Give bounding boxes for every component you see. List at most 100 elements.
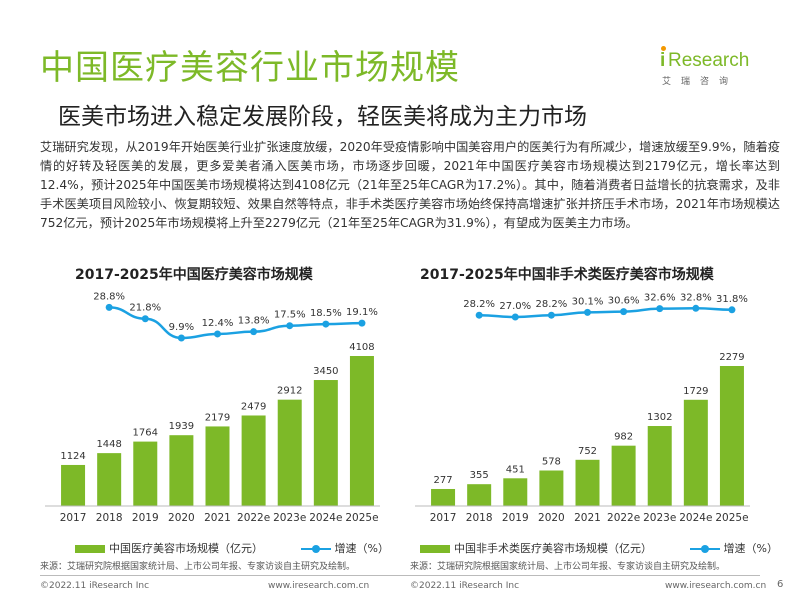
chart1-bar-value-2023e: 2912: [277, 386, 302, 397]
chart2-growth-point-2025e: [728, 306, 736, 314]
chart2-growth-point-2019: [511, 313, 519, 321]
chart1-source: 来源：艾瑞研究院根据国家统计局、上市公司年报、专家访谈自主研究及绘制。: [40, 562, 356, 572]
chart1-category-label-2023e: 2023e: [273, 512, 306, 524]
chart1-growth-point-2022e: [250, 328, 258, 336]
chart1-growth-point-2021: [214, 330, 221, 338]
chart2-bar-2025e: [719, 366, 744, 506]
chart1-category-label-2018: 2018: [96, 512, 123, 524]
chart1-growth-label-2020: 9.9%: [169, 322, 194, 333]
chart2-legend: 中国非手术类医疗美容市场规模（亿元） 增速（%）: [420, 540, 778, 556]
page-subtitle: 医美市场进入稳定发展阶段，轻医美将成为主力市场: [58, 104, 587, 130]
chart2-bar-value-2022e: 982: [614, 432, 633, 443]
chart2-category-label-2024e: 2024e: [679, 512, 712, 524]
chart2-bar-2018: [467, 484, 492, 506]
chart2-bar-2024e: [683, 399, 708, 506]
chart2-category-label-2018: 2018: [466, 512, 493, 524]
chart1-bar-value-2021: 2179: [205, 412, 230, 423]
chart1-legend: 中国医疗美容市场规模（亿元） 增速（%）: [75, 540, 389, 556]
chart1-category-label-2021: 2021: [204, 512, 231, 524]
chart1-category-label-2017: 2017: [60, 512, 87, 524]
chart2-category-label-2021: 2021: [574, 512, 601, 524]
logo-dot-icon: [661, 46, 666, 51]
chart1-growth-label-2023e: 17.5%: [274, 310, 306, 321]
chart2-category-label-2017: 2017: [430, 512, 457, 524]
chart2-growth-label-2022e: 30.6%: [608, 296, 640, 307]
footer-right-url: www.iresearch.com.cn: [665, 581, 767, 591]
chart2-growth-label-2023e: 32.6%: [644, 293, 676, 304]
chart1-bar-2025e: [349, 356, 374, 506]
chart2-growth-label-2020: 28.2%: [535, 299, 567, 310]
legend-bar-swatch: [420, 545, 450, 553]
chart1-bar-2021: [205, 426, 230, 506]
chart2-growth-point-2021: [584, 308, 591, 316]
chart2-source: 来源：艾瑞研究院根据国家统计局、上市公司年报、专家访谈自主研究及绘制。: [410, 562, 726, 572]
chart1-growth-point-2018: [105, 303, 113, 311]
chart1-legend-line-label: 增速（%）: [334, 542, 389, 555]
chart2-title: 2017-2025年中国非手术类医疗美容市场规模: [420, 267, 714, 283]
footer-left-copyright: ©2022.11 iResearch Inc: [40, 581, 150, 591]
chart1-growth-point-2019: [141, 315, 149, 323]
chart1-growth-point-2025e: [358, 319, 366, 327]
chart1-growth-label-2024e: 18.5%: [310, 308, 342, 319]
chart2-category-label-2023e: 2023e: [643, 512, 676, 524]
chart2-bar-2022e: [611, 445, 636, 506]
chart1-bar-2018: [97, 453, 122, 506]
legend-bar-swatch: [75, 545, 105, 553]
chart2-growth-point-2018: [475, 311, 483, 319]
footer-left-url: www.iresearch.com.cn: [268, 581, 370, 591]
chart2-growth-label-2018: 28.2%: [463, 299, 495, 310]
chart1-growth-label-2021: 12.4%: [202, 318, 234, 329]
chart2-bar-2017: [431, 488, 456, 506]
chart2-bar-2019: [503, 478, 528, 506]
chart1-growth-label-2022e: 13.8%: [238, 316, 270, 327]
chart2-growth-point-2024e: [692, 304, 700, 312]
chart1-growth-label-2025e: 19.1%: [346, 307, 378, 318]
chart1-bar-value-2019: 1764: [133, 428, 158, 439]
chart2-bar-value-2020: 578: [542, 456, 561, 467]
chart1-category-label-2019: 2019: [132, 512, 159, 524]
chart2-growth-label-2021: 30.1%: [572, 296, 604, 307]
chart2-category-label-2019: 2019: [502, 512, 529, 524]
footer-right-copyright: ©2022.11 iResearch Inc: [410, 581, 520, 591]
chart1-growth-point-2023e: [286, 322, 294, 330]
chart1-title: 2017-2025年中国医疗美容市场规模: [75, 267, 313, 283]
chart1-category-label-2024e: 2024e: [309, 512, 342, 524]
chart1-bar-value-2022e: 2479: [241, 401, 266, 412]
chart1-medical-beauty-market: 1124 2017 1448 2018 1764 2019 1939 2020 2179 2021…: [45, 291, 380, 524]
chart1-bar-2020: [169, 435, 194, 506]
chart2-category-label-2025e: 2025e: [715, 512, 748, 524]
chart2-bar-value-2024e: 1729: [683, 386, 708, 397]
chart2-bar-value-2023e: 1302: [647, 412, 672, 423]
logo-brand-i: i: [660, 50, 666, 71]
legend-line-swatch: [689, 545, 720, 553]
chart2-growth-point-2022e: [620, 308, 628, 316]
chart2-bar-2023e: [647, 426, 672, 506]
logo-brand-name: Research: [668, 50, 750, 71]
chart1-growth-label-2019: 21.8%: [129, 303, 161, 314]
chart1-category-label-2025e: 2025e: [345, 512, 378, 524]
chart1-legend-bar-label: 中国医疗美容市场规模（亿元）: [109, 542, 263, 555]
chart2-bar-2020: [539, 470, 564, 506]
chart1-bar-2022e: [241, 415, 266, 506]
chart2-bar-value-2025e: 2279: [719, 352, 744, 363]
chart2-bar-2021: [575, 459, 600, 506]
chart2-growth-label-2025e: 31.8%: [716, 294, 748, 305]
chart2-growth-label-2024e: 32.8%: [680, 292, 712, 303]
chart1-bar-value-2018: 1448: [96, 439, 121, 450]
chart1-bar-value-2017: 1124: [60, 451, 85, 462]
chart1-growth-label-2018: 28.8%: [93, 291, 125, 302]
page-number: 6: [777, 579, 784, 590]
chart2-bar-value-2018: 355: [470, 470, 489, 481]
chart2-bar-value-2017: 277: [434, 475, 453, 486]
chart1-bar-value-2025e: 4108: [349, 342, 374, 353]
chart2-category-label-2022e: 2022e: [607, 512, 640, 524]
chart2-growth-line: [479, 307, 732, 319]
page-title: 中国医疗美容行业市场规模: [40, 48, 460, 88]
chart1-bar-value-2024e: 3450: [313, 366, 338, 377]
iresearch-logo: i Research 艾瑞咨询: [660, 46, 780, 87]
chart1-bar-2023e: [277, 399, 302, 506]
chart1-growth-point-2020: [177, 334, 185, 342]
body-paragraph: 艾瑞研究发现，从2019年开始医美行业扩张速度放缓，2020年受疫情影响中国美容…: [40, 140, 780, 230]
chart1-growth-line: [109, 306, 362, 340]
chart2-nonsurgical-market: 277 2017 355 2018 451 2019 578 2020 752 2021 982 20…: [415, 292, 750, 524]
